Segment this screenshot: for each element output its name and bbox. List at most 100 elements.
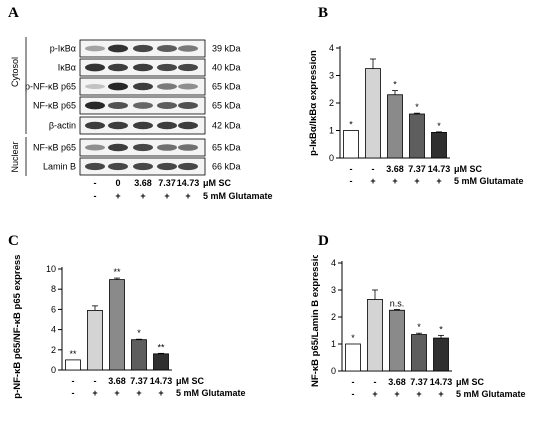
blot-band bbox=[85, 63, 105, 72]
glutamate-sign: + bbox=[114, 388, 119, 398]
blot-band bbox=[85, 162, 105, 171]
chart-b-p-ikba-ratio: p-IκBα/IκBα expression 0 1 2 3 4 * * * * - - 3.68 7.3… bbox=[308, 43, 524, 186]
blot-band bbox=[85, 83, 105, 90]
blot-band bbox=[178, 83, 198, 90]
blot-band bbox=[178, 162, 198, 171]
glutamate-sign: + bbox=[158, 388, 163, 398]
kda-label: 40 kDa bbox=[212, 63, 241, 73]
glutamate-label: 5 mM Glutamate bbox=[454, 176, 524, 186]
sc-dose-label: - bbox=[352, 377, 355, 387]
blot-band bbox=[157, 162, 177, 171]
protein-label: p-NF-κB p65 bbox=[25, 82, 76, 92]
sc-dose-label: 3.68 bbox=[386, 164, 404, 174]
kda-label: 42 kDa bbox=[212, 121, 241, 131]
blot-band bbox=[85, 101, 105, 110]
blot-band bbox=[178, 45, 198, 52]
blot-band bbox=[133, 63, 153, 72]
blot-band bbox=[133, 102, 153, 109]
sc-dose-label: - bbox=[350, 164, 353, 174]
glutamate-sign: - bbox=[350, 176, 353, 186]
significance-marker: * bbox=[351, 333, 355, 343]
bar bbox=[431, 132, 447, 159]
sc-dose-label: 7.37 bbox=[408, 164, 426, 174]
sc-unit-label: μM SC bbox=[176, 376, 205, 386]
y-tick-label: 6 bbox=[51, 304, 56, 314]
protein-label: β-actin bbox=[49, 121, 76, 131]
y-tick-label: 4 bbox=[51, 325, 56, 335]
bar bbox=[409, 113, 425, 159]
blot-band bbox=[108, 63, 128, 72]
sc-dose-label: 3.68 bbox=[134, 178, 152, 188]
y-tick-label: 3 bbox=[331, 285, 336, 295]
blot-band bbox=[133, 44, 153, 53]
blot-band bbox=[133, 82, 153, 91]
blot-band bbox=[108, 143, 128, 152]
bar bbox=[345, 343, 361, 372]
sc-dose-label: 3.68 bbox=[388, 377, 406, 387]
significance-marker: * bbox=[137, 328, 141, 338]
chart-d-nfkb-laminb-ratio: NF-κB p65/Lamin B expression 0 1 2 3 4 * n.s. * *… bbox=[310, 255, 526, 399]
blot-band bbox=[108, 101, 128, 110]
glutamate-sign: + bbox=[394, 389, 399, 399]
bar bbox=[411, 334, 427, 372]
blot-band bbox=[157, 63, 177, 72]
blot-band bbox=[178, 101, 198, 110]
blot-band bbox=[133, 143, 153, 152]
glutamate-sign: + bbox=[370, 176, 375, 186]
y-axis-label: NF-κB p65/Lamin B expression bbox=[310, 255, 321, 387]
chart-c-p-nfkb-ratio: p-NF-κB p65/NF-κB p65 expression 0 2 4 6 8 10 *… bbox=[12, 255, 246, 399]
glutamate-sign: - bbox=[352, 389, 355, 399]
sc-unit-label: μM SC bbox=[456, 377, 485, 387]
glutamate-sign: - bbox=[94, 191, 97, 201]
protein-label: NF-κB p65 bbox=[33, 143, 76, 153]
significance-marker: * bbox=[393, 80, 397, 90]
section-label-cytosol: Cytosol bbox=[10, 57, 20, 87]
glutamate-sign: + bbox=[438, 389, 443, 399]
y-axis-label: p-IκBα/IκBα expression bbox=[308, 50, 319, 156]
significance-marker: * bbox=[439, 324, 443, 334]
blot-band bbox=[157, 102, 177, 109]
glutamate-sign: + bbox=[136, 388, 141, 398]
glutamate-sign: - bbox=[72, 388, 75, 398]
kda-label: 65 kDa bbox=[212, 101, 241, 111]
y-axis-label: p-NF-κB p65/NF-κB p65 expression bbox=[12, 255, 23, 399]
significance-marker: ** bbox=[157, 342, 165, 352]
blot-band bbox=[178, 121, 198, 130]
sc-dose-label: 7.37 bbox=[158, 178, 176, 188]
blot-band bbox=[108, 82, 128, 91]
y-tick-label: 2 bbox=[331, 312, 336, 322]
y-tick-label: 4 bbox=[329, 43, 334, 53]
blot-band bbox=[178, 144, 198, 151]
glutamate-sign: + bbox=[414, 176, 419, 186]
kda-label: 65 kDa bbox=[212, 143, 241, 153]
sc-unit-label: μM SC bbox=[454, 164, 483, 174]
y-tick-label: 10 bbox=[46, 264, 56, 274]
y-tick-label: 4 bbox=[331, 258, 336, 268]
bar bbox=[387, 94, 403, 159]
glutamate-sign: + bbox=[416, 389, 421, 399]
glutamate-sign: + bbox=[140, 191, 145, 201]
bar bbox=[87, 310, 103, 371]
glutamate-label: 5 mM Glutamate bbox=[176, 388, 246, 398]
glutamate-label: 5 mM Glutamate bbox=[203, 191, 273, 201]
panel-letter-a: A bbox=[8, 5, 19, 21]
significance-marker: * bbox=[349, 120, 353, 130]
y-tick-label: 0 bbox=[51, 365, 56, 375]
sc-dose-label: 3.68 bbox=[108, 376, 126, 386]
significance-marker: n.s. bbox=[390, 298, 405, 308]
kda-label: 39 kDa bbox=[212, 44, 241, 54]
blot-band bbox=[108, 121, 128, 130]
glutamate-sign: + bbox=[436, 176, 441, 186]
protein-label: p-IκBα bbox=[50, 44, 76, 54]
y-tick-label: 1 bbox=[329, 126, 334, 136]
protein-label: IκBα bbox=[58, 63, 76, 73]
western-blot-panel: Cytosol Nuclear p-IκBα 39 kDa IκBα 40 kDa p-NF… bbox=[10, 37, 273, 201]
bar bbox=[389, 309, 405, 372]
y-tick-label: 2 bbox=[329, 98, 334, 108]
significance-marker: ** bbox=[69, 349, 77, 359]
y-tick-label: 1 bbox=[331, 339, 336, 349]
sc-dose-label: 0 bbox=[115, 178, 120, 188]
glutamate-sign: + bbox=[115, 191, 120, 201]
blot-band bbox=[108, 162, 128, 171]
blot-band bbox=[157, 45, 177, 52]
